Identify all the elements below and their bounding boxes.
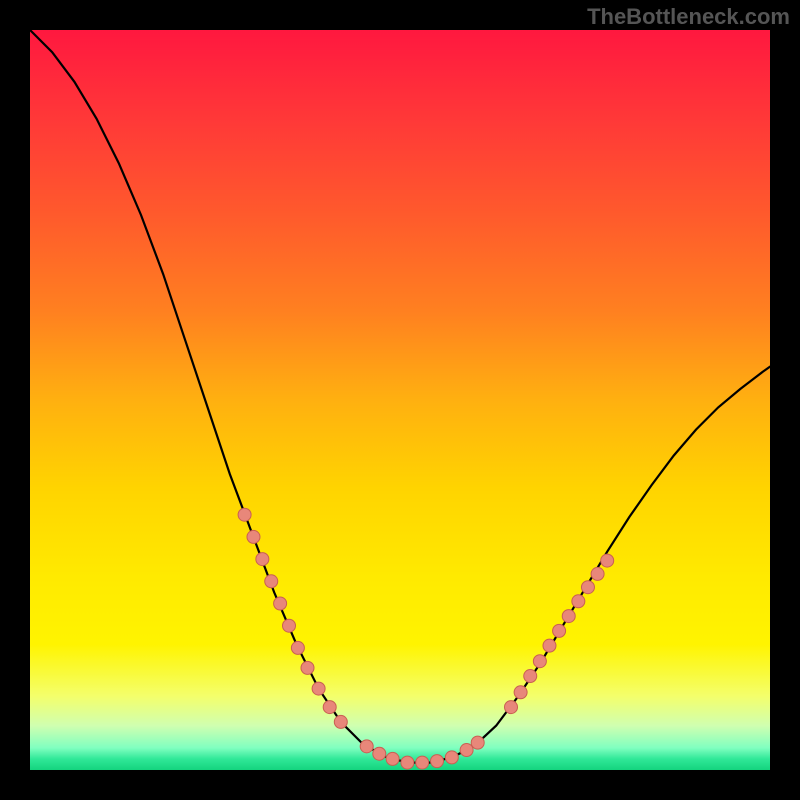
data-marker — [312, 682, 325, 695]
data-marker — [274, 597, 287, 610]
data-marker — [591, 567, 604, 580]
data-marker — [543, 639, 556, 652]
data-marker — [323, 701, 336, 714]
chart-plot-area — [30, 30, 770, 770]
data-marker — [471, 736, 484, 749]
data-marker — [373, 747, 386, 760]
data-marker — [283, 619, 296, 632]
data-marker — [360, 740, 373, 753]
data-marker — [334, 715, 347, 728]
data-marker — [460, 744, 473, 757]
data-marker — [431, 755, 444, 768]
data-marker — [386, 752, 399, 765]
data-marker — [238, 508, 251, 521]
data-marker — [533, 655, 546, 668]
data-marker — [445, 751, 458, 764]
data-marker — [514, 686, 527, 699]
data-marker — [524, 670, 537, 683]
data-marker — [291, 641, 304, 654]
data-marker — [401, 756, 414, 769]
chart-svg — [30, 30, 770, 770]
data-marker — [416, 756, 429, 769]
data-marker — [553, 624, 566, 637]
data-marker — [265, 575, 278, 588]
data-marker — [572, 595, 585, 608]
data-marker — [581, 581, 594, 594]
data-marker — [601, 554, 614, 567]
data-marker — [505, 701, 518, 714]
data-marker — [256, 553, 269, 566]
gradient-background — [30, 30, 770, 770]
data-marker — [562, 610, 575, 623]
data-marker — [301, 661, 314, 674]
watermark-text: TheBottleneck.com — [587, 4, 790, 30]
data-marker — [247, 530, 260, 543]
